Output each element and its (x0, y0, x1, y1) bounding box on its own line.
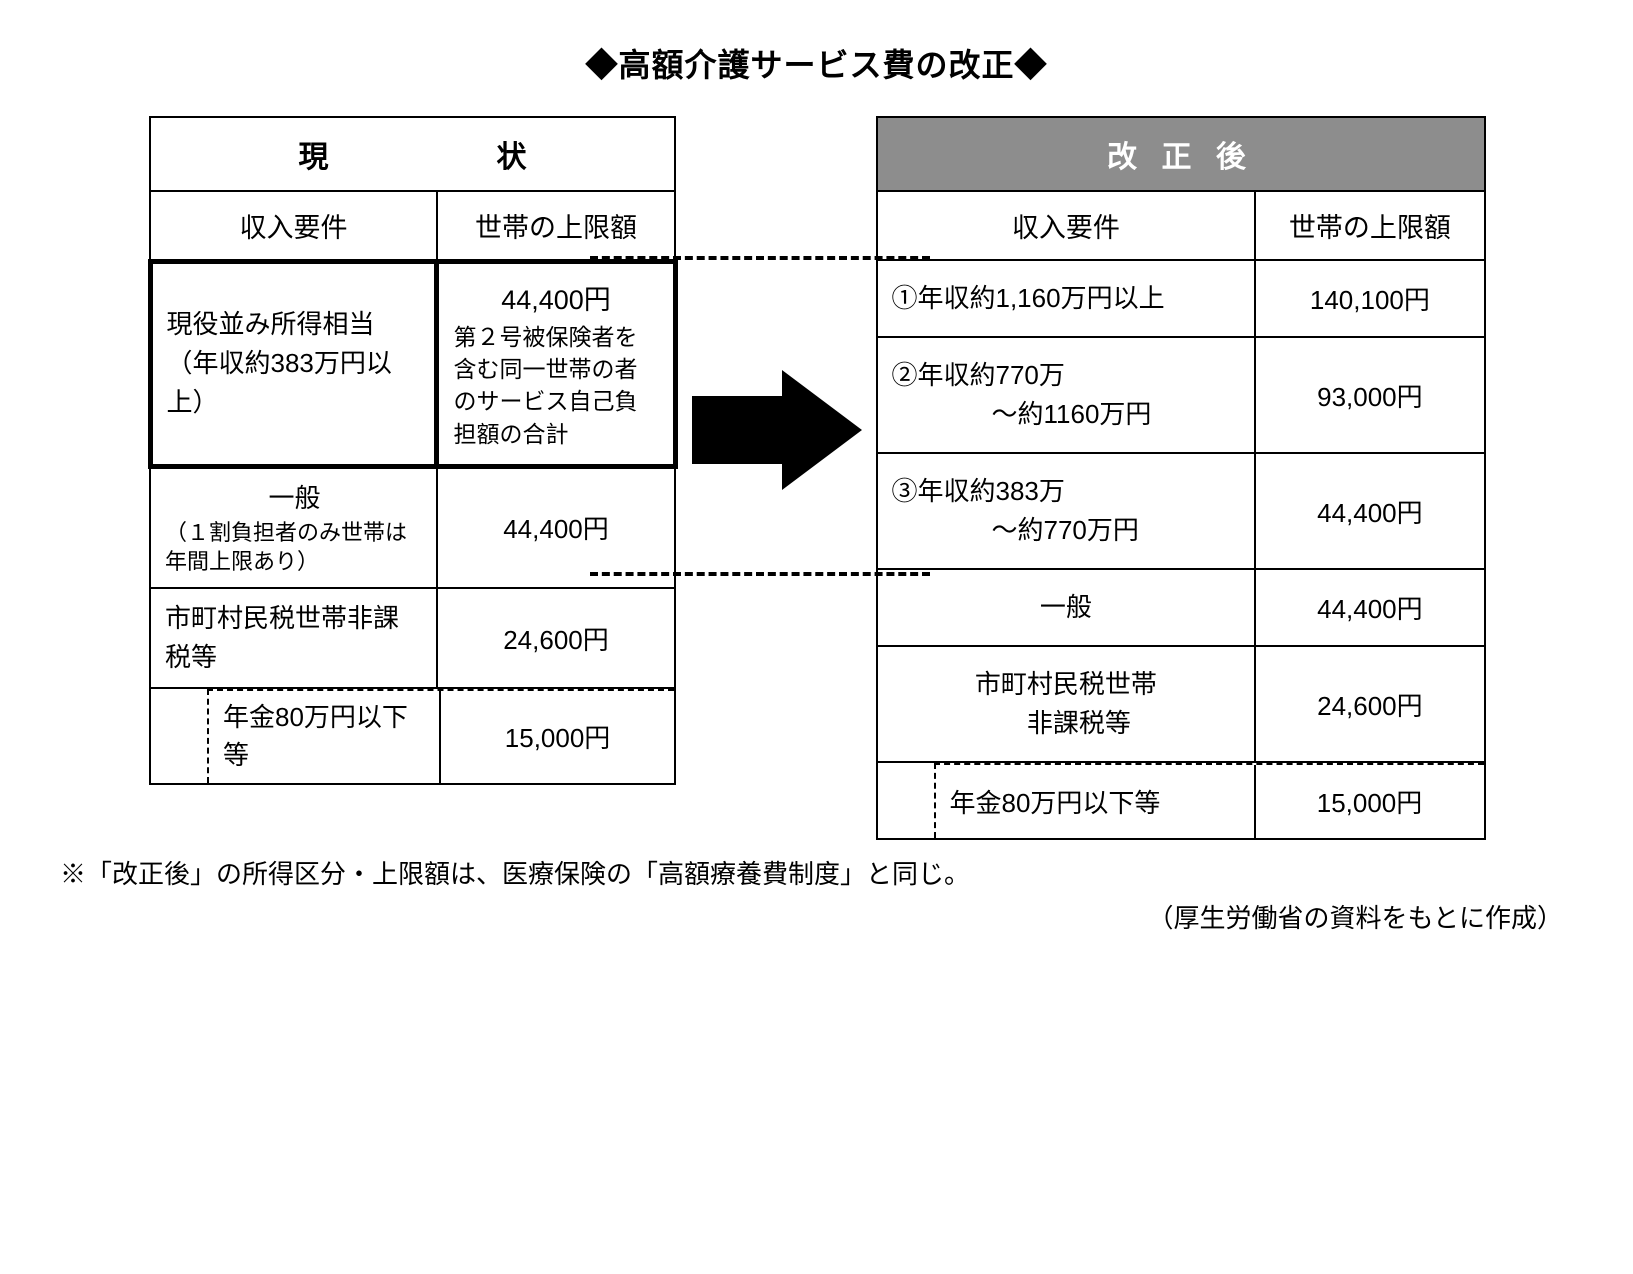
cap-amount: 44,400円 (447, 278, 664, 317)
requirement-cell: 現役並み所得相当（年収約383万円以上） (150, 262, 437, 467)
cap-cell: 140,100円 (1255, 260, 1484, 337)
table-row: 収入要件 世帯の上限額 (877, 191, 1485, 260)
requirement-cell: 一般 (877, 569, 1256, 646)
comparison-layout: 現 状 収入要件 世帯の上限額 現役並み所得相当（年収約383万円以上） 44,… (60, 116, 1573, 840)
requirement-cell: ②年収約770万 ～約1160万円 (877, 337, 1256, 453)
col-header-requirement: 収入要件 (150, 191, 437, 262)
table-row: ②年収約770万 ～約1160万円 93,000円 (877, 337, 1485, 453)
cap-cell: 15,000円 (439, 691, 674, 782)
cap-cell: 44,400円 (437, 466, 675, 588)
table-row: 一般 44,400円 (877, 569, 1485, 646)
requirement-cell: 年金80万円以下等 (936, 765, 1254, 838)
requirement-cell: ①年収約1,160万円以上 (877, 260, 1256, 337)
current-column: 現 状 収入要件 世帯の上限額 現役並み所得相当（年収約383万円以上） 44,… (148, 116, 678, 785)
table-row: ③年収約383万 ～約770万円 44,400円 (877, 453, 1485, 569)
table-row: 収入要件 世帯の上限額 (150, 191, 675, 262)
cap-cell: 24,600円 (437, 588, 675, 688)
requirement-main: 一般 (268, 483, 320, 513)
arrow-icon (692, 370, 862, 495)
revised-column: 改 正 後 収入要件 世帯の上限額 ①年収約1,160万円以上 140,100円… (876, 116, 1486, 840)
table-row: 改 正 後 (877, 117, 1485, 191)
table-row: 市町村民税世帯非課税等 24,600円 (150, 588, 675, 688)
table-row: 一般 （１割負担者のみ世帯は年間上限あり） 44,400円 (150, 466, 675, 588)
current-table: 現 状 収入要件 世帯の上限額 現役並み所得相当（年収約383万円以上） 44,… (148, 116, 678, 785)
table-subrow: 年金80万円以下等 15,000円 (150, 688, 675, 783)
table-row: 市町村民税世帯 非課税等 24,600円 (877, 646, 1485, 762)
requirement-cell: 市町村民税世帯非課税等 (150, 588, 437, 688)
requirement-cell: ③年収約383万 ～約770万円 (877, 453, 1256, 569)
requirement-cell: 年金80万円以下等 (209, 691, 439, 782)
revised-table: 改 正 後 収入要件 世帯の上限額 ①年収約1,160万円以上 140,100円… (876, 116, 1486, 840)
cap-cell: 44,400円 (1255, 569, 1484, 646)
subrow-inset: 年金80万円以下等 15,000円 (934, 763, 1484, 838)
requirement-line1: ②年収約770万 (892, 360, 1065, 390)
cap-cell: 15,000円 (1254, 765, 1484, 838)
current-header: 現 状 (150, 117, 675, 191)
subrow-inset: 年金80万円以下等 15,000円 (207, 689, 674, 782)
revised-header: 改 正 後 (877, 117, 1485, 191)
col-header-cap: 世帯の上限額 (437, 191, 675, 262)
footnote: ※「改正後」の所得区分・上限額は、医療保険の「高額療養費制度」と同じ。 (60, 854, 1573, 896)
requirement-line2: ～約1160万円 (892, 395, 1241, 434)
cap-cell: 44,400円 (1255, 453, 1484, 569)
table-subrow: 年金80万円以下等 15,000円 (877, 762, 1485, 839)
source-credit: （厚生労働省の資料をもとに作成） (60, 898, 1563, 935)
requirement-line2: ～約770万円 (892, 511, 1241, 550)
table-row: ①年収約1,160万円以上 140,100円 (877, 260, 1485, 337)
requirement-line1: ③年収約383万 (892, 476, 1065, 506)
cap-cell: 24,600円 (1255, 646, 1484, 762)
cap-cell: 44,400円 第２号被保険者を含む同一世帯の者のサービス自己負担額の合計 (437, 262, 675, 467)
table-row: 現 状 (150, 117, 675, 191)
requirement-cell: 市町村民税世帯 非課税等 (877, 646, 1256, 762)
cap-note: 第２号被保険者を含む同一世帯の者のサービス自己負担額の合計 (447, 321, 664, 450)
requirement-note: （１割負担者のみ世帯は年間上限あり） (165, 518, 424, 577)
cap-cell: 93,000円 (1255, 337, 1484, 453)
table-row-highlight: 現役並み所得相当（年収約383万円以上） 44,400円 第２号被保険者を含む同… (150, 262, 675, 467)
col-header-cap: 世帯の上限額 (1255, 191, 1484, 260)
col-header-requirement: 収入要件 (877, 191, 1256, 260)
requirement-cell: 一般 （１割負担者のみ世帯は年間上限あり） (150, 466, 437, 588)
page-title: ◆高額介護サービス費の改正◆ (60, 40, 1573, 86)
